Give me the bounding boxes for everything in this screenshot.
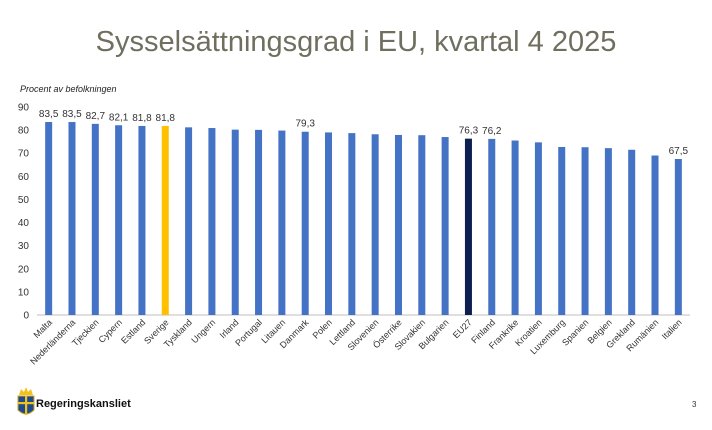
- data-label: 81,8: [132, 113, 152, 124]
- page-number: 3: [692, 400, 697, 409]
- data-label: 76,2: [482, 126, 502, 137]
- bar-litauen: [278, 130, 286, 315]
- x-tick-label: Italien: [660, 317, 684, 341]
- y-axis-label: Procent av befolkningen: [20, 84, 117, 94]
- y-tick-label: 20: [18, 264, 30, 275]
- logo-text: Regeringskansliet: [36, 398, 131, 410]
- government-crest-icon: [17, 387, 35, 415]
- y-tick-label: 70: [18, 149, 30, 160]
- bar-irland: [231, 129, 239, 315]
- bar-österrike: [394, 134, 402, 315]
- x-tick-label: Estland: [119, 317, 147, 345]
- data-label: 79,3: [295, 119, 315, 130]
- bar-slovakien: [418, 135, 426, 315]
- y-tick-label: 90: [18, 103, 30, 114]
- bar-lettland: [348, 133, 356, 315]
- y-tick-label: 80: [18, 126, 30, 137]
- bar-bulgarien: [441, 137, 449, 315]
- y-tick-label: 0: [23, 311, 29, 322]
- y-tick-label: 10: [18, 287, 30, 298]
- x-tick-label: Ungern: [189, 317, 217, 345]
- data-label: 81,8: [156, 113, 176, 124]
- bar-danmark: [301, 131, 309, 315]
- data-label: 82,1: [109, 112, 129, 123]
- bar-nederländerna: [68, 122, 76, 316]
- page-title: Sysselsättningsgrad i EU, kvartal 4 2025: [95, 26, 617, 58]
- y-tick-label: 50: [18, 195, 30, 206]
- bar-eu27: [464, 138, 472, 315]
- y-tick-label: 60: [18, 172, 30, 183]
- data-label: 83,5: [39, 109, 59, 120]
- bar-italien: [674, 159, 682, 315]
- data-label: 76,3: [459, 126, 479, 137]
- bar-finland: [488, 138, 496, 315]
- bar-belgien: [604, 148, 612, 315]
- data-label: 83,5: [62, 109, 82, 120]
- bar-spanien: [581, 147, 589, 315]
- bar-luxemburg: [558, 146, 566, 315]
- bar-rumänien: [651, 155, 659, 315]
- y-tick-label: 30: [18, 241, 30, 252]
- bar-tjeckien: [91, 123, 99, 315]
- bar-kroatien: [534, 142, 542, 315]
- bar-slovenien: [371, 134, 379, 315]
- bar-ungern: [208, 128, 216, 315]
- y-tick-label: 40: [18, 218, 30, 229]
- bar-sverige: [161, 125, 169, 315]
- bar-estland: [138, 125, 146, 315]
- bar-grekland: [628, 149, 636, 315]
- bar-frankrike: [511, 140, 519, 315]
- data-label: 82,7: [86, 111, 106, 122]
- bar-malta: [45, 122, 53, 316]
- data-label: 67,5: [669, 146, 689, 157]
- bar-portugal: [255, 129, 263, 315]
- bar-tyskland: [185, 127, 193, 316]
- bar-cypern: [115, 125, 123, 315]
- bar-polen: [325, 132, 333, 315]
